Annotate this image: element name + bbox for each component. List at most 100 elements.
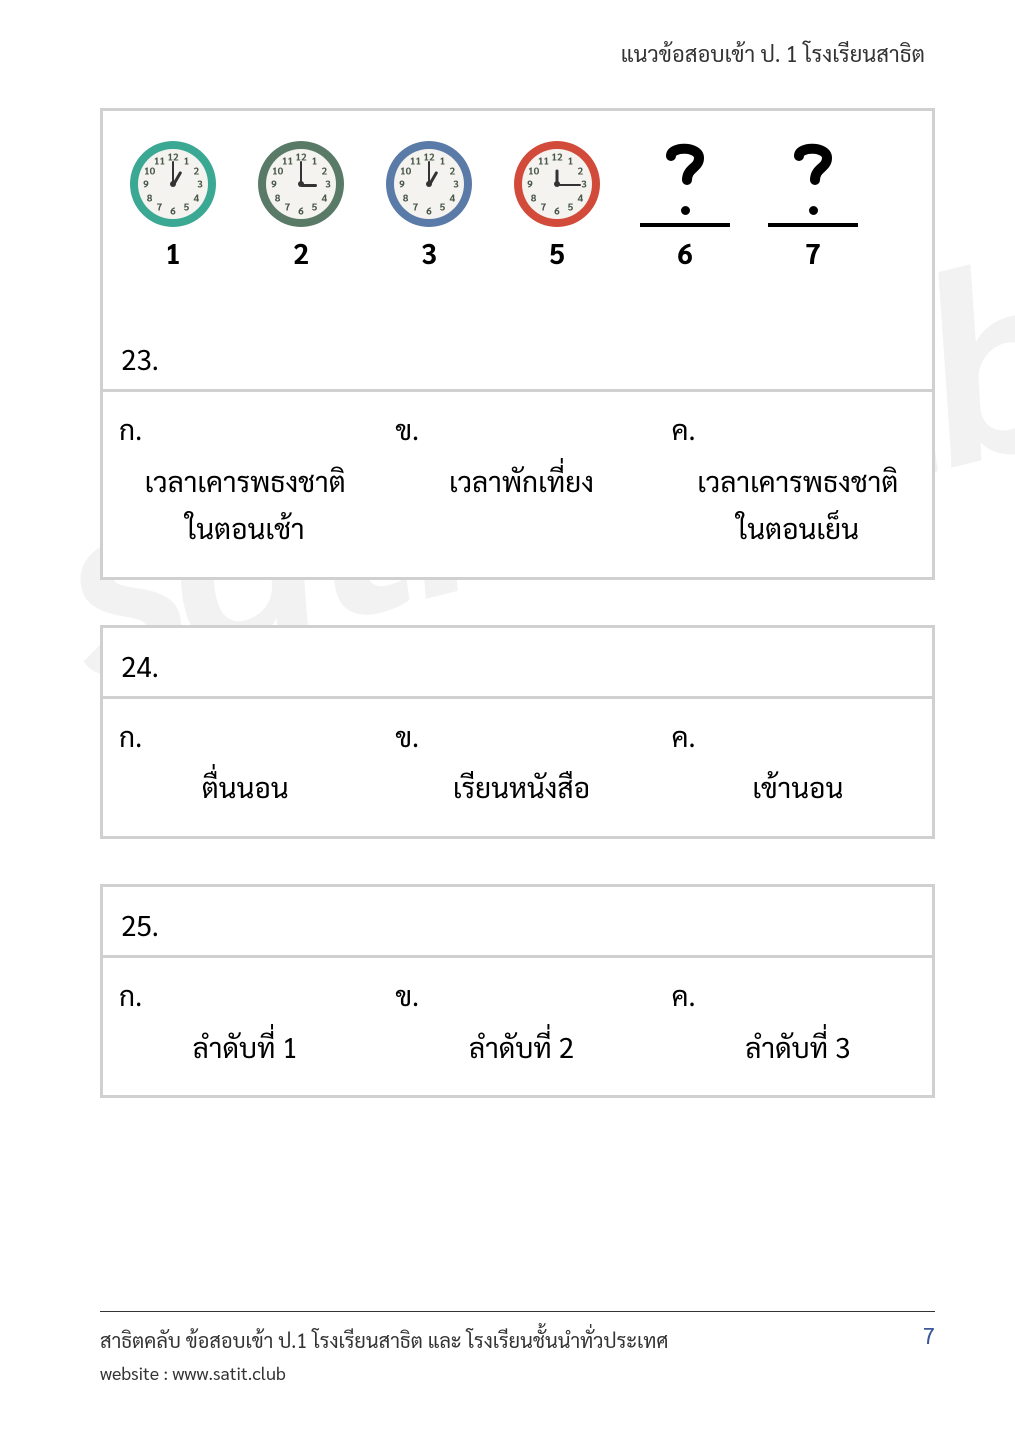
- clock-row: 1212345678910111121234567891011212123456…: [113, 131, 922, 291]
- clock-face: 121234567891011: [514, 141, 600, 227]
- clock-number: 11: [154, 154, 165, 167]
- clock-center-pin: [170, 181, 176, 187]
- clock-center-pin: [426, 181, 432, 187]
- choice-label: ก.: [119, 972, 371, 1020]
- clock-number: 5: [440, 201, 446, 214]
- clock-number: 12: [551, 151, 562, 164]
- clock-number: 9: [527, 178, 533, 191]
- clock-number: 3: [453, 178, 459, 191]
- choice-label: ก.: [119, 713, 371, 761]
- choice-text: ลำดับที่ 1: [119, 1020, 371, 1072]
- choice-24-b[interactable]: ข. เรียนหนังสือ: [379, 699, 655, 836]
- clock-inner: 121234567891011: [394, 149, 464, 219]
- clock-inner: 121234567891011: [138, 149, 208, 219]
- mystery-item: 6: [635, 141, 735, 271]
- mystery-label: 7: [805, 235, 821, 271]
- clock-item: 1212345678910112: [251, 141, 351, 271]
- choice-24-a[interactable]: ก. ตื่นนอน: [103, 699, 379, 836]
- clock-number: 6: [298, 205, 304, 218]
- question-24-block: 24. ก. ตื่นนอน ข. เรียนหนังสือ ค. เข้านอ…: [100, 625, 935, 839]
- choice-text-line1: เวลาเคารพธงชาติ: [119, 458, 371, 506]
- qmark-svg: [665, 142, 705, 198]
- choice-24-c[interactable]: ค. เข้านอน: [656, 699, 932, 836]
- choice-23-c[interactable]: ค. เวลาเคารพธงชาติ ในตอนเย็น: [656, 392, 932, 577]
- choice-text: ลำดับที่ 3: [672, 1020, 924, 1072]
- choice-label: ข.: [395, 713, 647, 761]
- page-number: 7: [923, 1322, 935, 1350]
- clock-number: 6: [426, 205, 432, 218]
- qmark-glyph: [665, 142, 705, 203]
- choice-text: เข้านอน: [672, 760, 924, 812]
- page-footer: สาธิตคลับ ข้อสอบเข้า ป.1 โรงเรียนสาธิต แ…: [100, 1311, 935, 1390]
- clock-item: 1212345678910115: [507, 141, 607, 271]
- clock-number: 4: [322, 191, 328, 204]
- clock-number: 7: [413, 201, 419, 214]
- question-23-block: 1212345678910111121234567891011212123456…: [100, 108, 935, 580]
- clock-face: 121234567891011: [386, 141, 472, 227]
- choice-label: ก.: [119, 406, 371, 454]
- footer-website-label: website :: [100, 1362, 172, 1385]
- qmark-underline: [640, 223, 730, 227]
- clock-number: 9: [271, 178, 277, 191]
- clock-number: 1: [568, 154, 574, 167]
- qmark-underline: [768, 223, 858, 227]
- clock-number: 1: [184, 154, 190, 167]
- clock-label: 2: [293, 235, 309, 271]
- clock-number: 8: [147, 191, 153, 204]
- clock-number: 5: [568, 201, 574, 214]
- clock-number: 6: [170, 205, 176, 218]
- footer-text: สาธิตคลับ ข้อสอบเข้า ป.1 โรงเรียนสาธิต แ…: [100, 1322, 668, 1358]
- question-number-24: 24.: [103, 628, 932, 696]
- question-number-23: 23.: [103, 321, 932, 389]
- clock-number: 9: [143, 178, 149, 191]
- qmark-dot: [681, 206, 690, 215]
- clock-number: 8: [403, 191, 409, 204]
- clock-item: 1212345678910111: [123, 141, 223, 271]
- clock-number: 2: [194, 164, 200, 177]
- clock-number: 8: [531, 191, 537, 204]
- qmark-dot: [809, 206, 818, 215]
- clock-label: 5: [549, 235, 565, 271]
- clock-number: 11: [538, 154, 549, 167]
- choices-row-23: ก. เวลาเคารพธงชาติ ในตอนเช้า ข. เวลาพักเ…: [103, 389, 932, 577]
- choice-23-b[interactable]: ข. เวลาพักเที่ยง: [379, 392, 655, 577]
- clock-number: 5: [184, 201, 190, 214]
- choice-25-c[interactable]: ค. ลำดับที่ 3: [656, 958, 932, 1095]
- clock-label: 1: [165, 235, 181, 271]
- choice-text-line1: เวลาเคารพธงชาติ: [672, 458, 924, 506]
- choice-text: ลำดับที่ 2: [395, 1020, 647, 1072]
- clock-number: 7: [285, 201, 291, 214]
- clock-center-pin: [554, 181, 560, 187]
- qmark-svg: [793, 142, 833, 198]
- qmark-glyph: [793, 142, 833, 203]
- clock-number: 2: [578, 164, 584, 177]
- mystery-label: 6: [677, 235, 693, 271]
- clock-number: 1: [312, 154, 318, 167]
- clocks-section: 1212345678910111121234567891011212123456…: [103, 111, 932, 321]
- choice-25-b[interactable]: ข. ลำดับที่ 2: [379, 958, 655, 1095]
- clock-number: 2: [322, 164, 328, 177]
- choice-text: ตื่นนอน: [119, 760, 371, 812]
- clock-item: 1212345678910113: [379, 141, 479, 271]
- choice-label: ค.: [672, 713, 924, 761]
- choice-23-a[interactable]: ก. เวลาเคารพธงชาติ ในตอนเช้า: [103, 392, 379, 577]
- clock-inner: 121234567891011: [522, 149, 592, 219]
- footer-website-url: www.satit.club: [172, 1362, 285, 1385]
- clock-number: 4: [194, 191, 200, 204]
- minute-hand: [557, 184, 581, 186]
- clock-number: 8: [275, 191, 281, 204]
- clock-number: 9: [399, 178, 405, 191]
- choice-text: เรียนหนังสือ: [395, 760, 647, 812]
- clock-number: 4: [450, 191, 456, 204]
- choices-row-25: ก. ลำดับที่ 1 ข. ลำดับที่ 2 ค. ลำดับที่ …: [103, 955, 932, 1095]
- clock-inner: 121234567891011: [266, 149, 336, 219]
- clock-number: 11: [282, 154, 293, 167]
- clock-center-pin: [298, 181, 304, 187]
- question-mark-icon: [642, 141, 728, 227]
- clock-number: 2: [450, 164, 456, 177]
- choices-row-24: ก. ตื่นนอน ข. เรียนหนังสือ ค. เข้านอน: [103, 696, 932, 836]
- choice-25-a[interactable]: ก. ลำดับที่ 1: [103, 958, 379, 1095]
- clock-number: 1: [440, 154, 446, 167]
- question-mark-icon: [770, 141, 856, 227]
- clock-number: 11: [410, 154, 421, 167]
